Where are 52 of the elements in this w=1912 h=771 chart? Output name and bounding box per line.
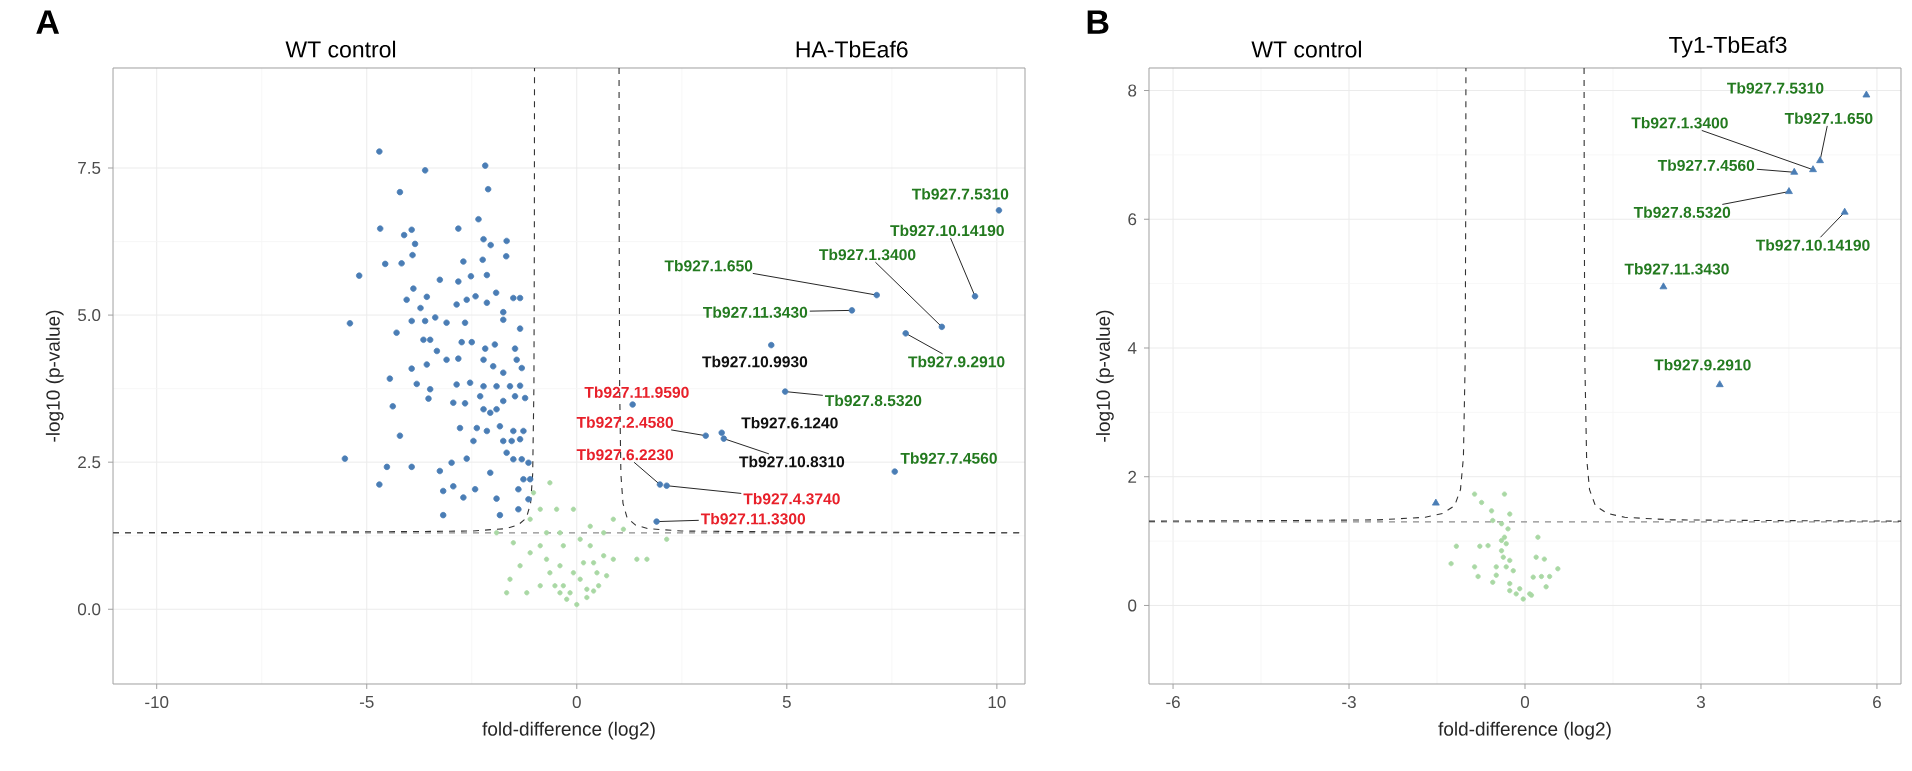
annotation: Tb927.11.3430	[1624, 263, 1729, 275]
y-tick-label: 6	[1128, 213, 1137, 226]
x-tick-label: 0	[1520, 696, 1530, 709]
x-tick-label: 0	[572, 696, 581, 709]
annotation: Tb927.10.9930	[702, 355, 808, 368]
x-tick-label: 3	[1696, 696, 1705, 709]
y-tick-label: 0.0	[77, 603, 101, 616]
annotation: Tb927.9.2910	[908, 355, 1005, 368]
annotation: Tb927.10.8310	[739, 455, 845, 468]
y-tick-label: 7.5	[78, 162, 101, 174]
annotation: Tb927.6.1240	[741, 417, 838, 429]
x-tick-label: 10	[988, 696, 1006, 709]
y-tick-label: 2.5	[78, 456, 101, 469]
annotation: Tb927.11.3430	[703, 306, 808, 318]
text: A	[36, 10, 60, 34]
x-tick-label: -6	[1166, 696, 1180, 709]
text: Ty1-TbEaf3	[1669, 36, 1787, 58]
annotation: Tb927.8.5320	[1633, 206, 1731, 218]
annotation: Tb927.2.4580	[576, 416, 673, 428]
x-axis-title: fold-difference (log2)	[482, 721, 655, 740]
y-axis-title: -log10 (p-value)	[1096, 310, 1114, 442]
text: WT control	[285, 40, 396, 58]
x-tick-label: 6	[1873, 696, 1881, 709]
x-tick-label: -10	[145, 696, 169, 709]
annotation: Tb927.1.650	[1784, 112, 1873, 124]
annotation: Tb927.1.3400	[819, 248, 916, 261]
annotation: Tb927.8.5320	[824, 394, 922, 407]
x-axis-title: fold-difference (log2)	[1438, 721, 1611, 740]
y-axis-title: -log10 (p-value)	[45, 310, 64, 442]
annotation: Tb927.11.3300	[700, 512, 806, 525]
annotation: Tb927.7.5310	[911, 188, 1009, 200]
text: WT control	[1251, 40, 1361, 58]
annotation: Tb927.10.14190	[1755, 239, 1870, 251]
y-tick-label: 0	[1128, 599, 1137, 612]
annotation: Tb927.4.3740	[743, 492, 840, 505]
annotation: Tb927.7.4560	[900, 452, 997, 464]
text: HA-TbEaf6	[796, 40, 908, 58]
y-tick-label: 8	[1128, 84, 1137, 97]
x-tick-label: -5	[359, 696, 374, 708]
x-tick-label: -3	[1342, 696, 1356, 709]
text: B	[1087, 10, 1109, 34]
annotation: Tb927.10.14190	[890, 224, 1004, 237]
annotation: Tb927.1.650	[664, 259, 753, 272]
x-tick-label: 5	[782, 696, 791, 708]
annotation: Tb927.7.4560	[1657, 159, 1755, 171]
annotation: Tb927.1.3400	[1631, 116, 1728, 129]
annotation: Tb927.7.5310	[1727, 82, 1824, 94]
annotation: Tb927.11.9590	[584, 386, 689, 398]
y-tick-label: 2	[1128, 470, 1137, 483]
y-tick-label: 5.0	[78, 309, 101, 322]
annotation: Tb927.9.2910	[1654, 359, 1751, 371]
y-tick-label: 4	[1127, 342, 1137, 354]
